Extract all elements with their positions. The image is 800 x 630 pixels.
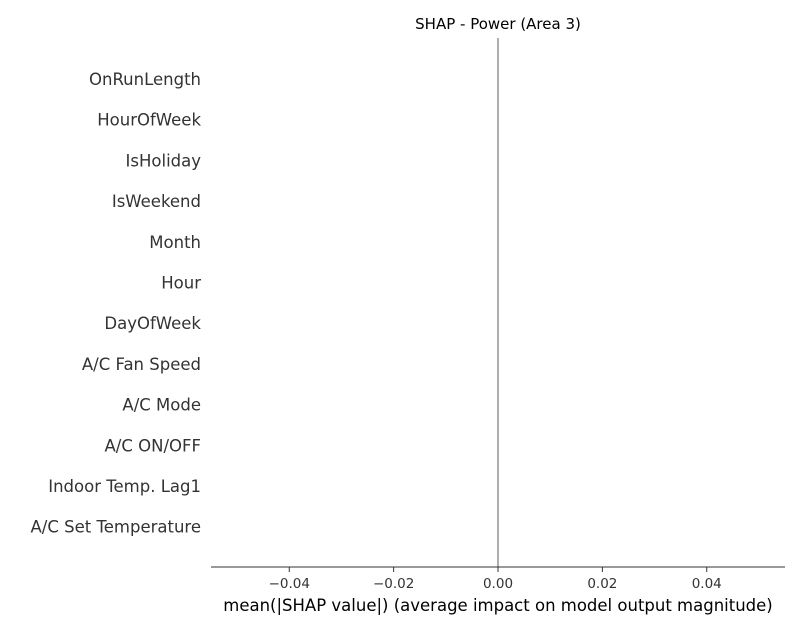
feature-label: A/C Mode: [122, 396, 201, 415]
feature-label: IsHoliday: [126, 151, 202, 170]
chart-title: SHAP - Power (Area 3): [415, 15, 581, 33]
x-tick-label: 0.02: [587, 576, 617, 592]
x-axis-label: mean(|SHAP value|) (average impact on mo…: [223, 596, 773, 615]
feature-labels: OnRunLength HourOfWeek IsHoliday IsWeekend M…: [31, 70, 202, 537]
feature-label: A/C Fan Speed: [82, 355, 201, 374]
feature-label: HourOfWeek: [97, 111, 201, 130]
feature-label: OnRunLength: [89, 70, 201, 89]
feature-label: Hour: [161, 274, 201, 293]
feature-label: A/C ON/OFF: [105, 436, 201, 455]
x-tick-label: −0.04: [269, 576, 310, 592]
x-tick-label: 0.00: [483, 576, 513, 592]
feature-label: DayOfWeek: [104, 314, 201, 333]
feature-label: Month: [149, 233, 201, 252]
x-tick-label: 0.04: [692, 576, 722, 592]
feature-label: A/C Set Temperature: [31, 518, 201, 537]
feature-label: IsWeekend: [112, 192, 201, 211]
feature-label: Indoor Temp. Lag1: [48, 477, 201, 496]
x-tick-label: −0.02: [373, 576, 414, 592]
x-axis-ticks: −0.04 −0.02 0.00 0.02 0.04: [269, 567, 722, 592]
